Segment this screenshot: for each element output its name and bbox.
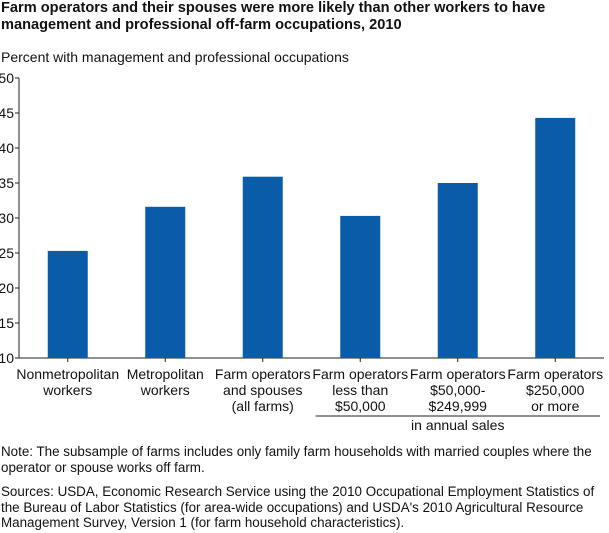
bar [340,215,381,358]
category-label: $50,000 [335,398,386,414]
axes: 10 15 20 25 30 35 40 45 50 [0,70,604,366]
bar [145,206,186,358]
y-axis-title: Percent with management and professional… [1,49,349,65]
bar [535,117,576,359]
y-tick-label: 40 [0,140,14,156]
bar [47,250,88,358]
category-label: Farm operators [507,366,603,382]
category-labels: NonmetropolitanworkersMetropolitanworker… [16,366,603,433]
chart-note: Note: The subsample of farms includes on… [1,444,592,475]
y-tick-label: 30 [0,210,14,226]
category-label: workers [42,382,92,398]
y-tick-label: 50 [0,70,14,86]
category-label: Metropolitan [127,366,204,382]
category-label: or more [531,398,579,414]
y-tick-label: 10 [0,350,14,366]
group-label: in annual sales [411,417,504,433]
y-tick-label: 25 [0,245,14,261]
category-label: Farm operators [312,366,408,382]
category-label: Farm operators [215,366,311,382]
category-label: $250,000 [526,382,585,398]
category-label: Nonmetropolitan [16,366,119,382]
bar [437,183,478,358]
bars [47,117,576,359]
bar [242,176,283,358]
y-tick-label: 35 [0,175,14,191]
category-label: less than [332,382,388,398]
category-label: $249,999 [429,398,488,414]
category-label: and spouses [223,382,302,398]
y-tick-label: 20 [0,280,14,296]
category-label: $50,000- [430,382,486,398]
y-tick-label: 45 [0,105,14,121]
chart-sources: Sources: USDA, Economic Research Service… [1,484,595,530]
chart-title: Farm operators and their spouses were mo… [1,0,546,33]
category-label: Farm operators [410,366,506,382]
category-label: workers [140,382,190,398]
category-label: (all farms) [232,398,294,414]
y-tick-label: 15 [0,315,14,331]
